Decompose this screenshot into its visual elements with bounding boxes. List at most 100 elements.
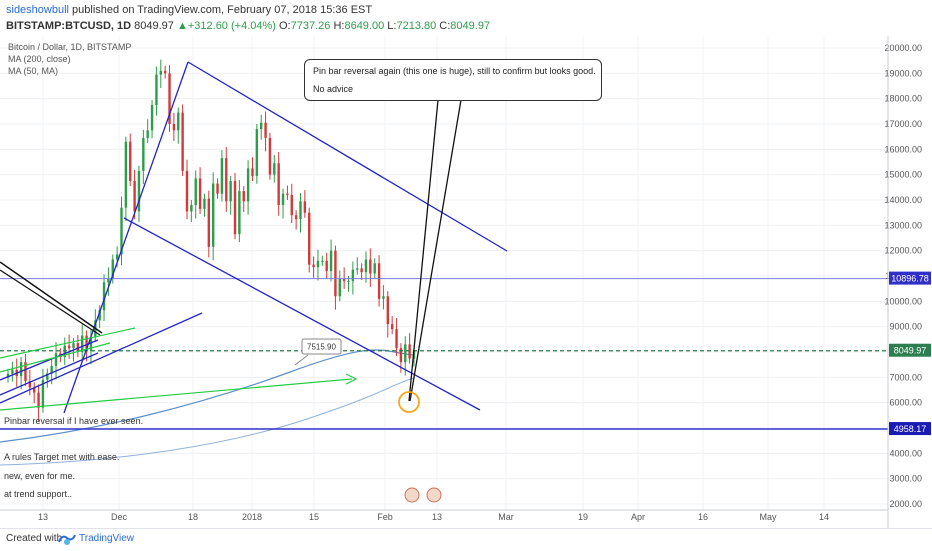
candle-body: [185, 170, 189, 212]
ma200-legend: MA (200, close): [8, 54, 71, 64]
x-tick-label: 15: [309, 512, 319, 522]
y-tick-label: 2000.00: [889, 499, 922, 509]
green-arrow-line: [0, 378, 353, 411]
ma50-line: [0, 349, 415, 443]
candle-body: [399, 348, 403, 363]
time-axis: 13 Dec 18 2018 15 Feb 13 Mar 19 Apr 16 May 14: [0, 509, 888, 522]
close-label: C:: [439, 20, 451, 32]
candle-body: [386, 296, 390, 325]
price-label: 4958.17: [894, 424, 927, 434]
candle-body: [338, 278, 341, 297]
close-value: 8049.97: [450, 20, 491, 32]
candle-body: [255, 129, 259, 176]
candle-body: [325, 260, 328, 271]
green-arrow-head-icon: [345, 373, 358, 385]
y-tick-label: 17000.00: [884, 119, 922, 129]
y-tick-label: 13000.00: [884, 220, 922, 230]
tradingview-logo-icon: [58, 534, 76, 545]
candle-body: [216, 183, 219, 194]
candle-body: [85, 335, 88, 351]
rules-annotation: A rules Target met with ease.: [4, 452, 120, 462]
x-tick-label: 14: [819, 512, 829, 522]
us-flag-icon: [404, 487, 420, 503]
y-tick-label: 15000.00: [884, 170, 922, 180]
candle-body: [260, 122, 263, 130]
candle-body: [159, 70, 162, 75]
x-tick-label: Feb: [377, 512, 393, 522]
candle-body: [360, 268, 363, 273]
candle-body: [111, 259, 114, 279]
candle-body: [286, 193, 289, 195]
y-tick-label: 6000.00: [889, 398, 922, 408]
high-value: 8649.00: [344, 20, 385, 32]
candle-body: [67, 345, 71, 349]
candle-body: [120, 207, 123, 255]
candle-body: [168, 73, 171, 124]
y-tick-label: 14000.00: [884, 195, 922, 205]
x-tick-label: Apr: [631, 512, 645, 522]
publish-info: published on TradingView.com, February 0…: [72, 4, 373, 16]
note-line-2: No advice: [313, 84, 354, 94]
footer-bar: Created with TradingView: [0, 528, 932, 551]
green-line: [0, 342, 111, 373]
candle-body: [312, 264, 315, 268]
candle-body: [146, 130, 149, 138]
candle-body: [308, 212, 311, 265]
candle-body: [124, 141, 128, 208]
trend-line: [0, 339, 99, 381]
candle-body: [41, 379, 45, 408]
candle-body: [377, 263, 381, 299]
green-line: [0, 327, 136, 359]
callout-value: 7515.90: [307, 343, 336, 352]
x-tick-label: Dec: [111, 512, 128, 522]
x-tick-label: 19: [578, 512, 588, 522]
x-tick-label: 13: [38, 512, 48, 522]
candle-body: [207, 198, 211, 247]
note-box[interactable]: Pin bar reversal again (this one is huge…: [304, 59, 602, 101]
candle-body: [129, 141, 132, 181]
candle-body: [277, 163, 280, 206]
candle-body: [220, 158, 224, 194]
trend-line: [0, 312, 203, 404]
price-chart[interactable]: 7515.90 2000.003000.004000.005000.006000…: [0, 36, 932, 528]
created-with-label: Created with: [6, 533, 63, 544]
candle-body: [273, 163, 276, 175]
candle-body: [198, 178, 202, 209]
candle-body: [303, 201, 307, 213]
header-bar: sideshowbull published on TradingView.co…: [0, 0, 932, 36]
x-tick-label: 16: [698, 512, 708, 522]
symbol-line: BITSTAMP:BTCUSD, 1D 8049.97 ▲+312.60 (+4…: [6, 20, 490, 32]
y-tick-label: 9000.00: [889, 322, 922, 332]
candle-body: [373, 263, 376, 274]
candle-body: [395, 329, 398, 349]
candle-body: [190, 205, 193, 212]
tradingview-brand[interactable]: TradingView: [79, 533, 135, 544]
candle-body: [133, 181, 136, 212]
candle-body: [229, 181, 232, 202]
last-price: 8049.97: [134, 20, 174, 32]
author-link[interactable]: sideshowbull: [6, 4, 69, 16]
candle-body: [342, 278, 346, 282]
black-line: [0, 261, 103, 334]
y-tick-label: 3000.00: [889, 474, 922, 484]
symbol-name: BITSTAMP:BTCUSD, 1D: [6, 20, 132, 32]
candle-body: [369, 259, 372, 274]
x-tick-label: 13: [432, 512, 442, 522]
callout-pointer: [294, 354, 309, 366]
candle-body: [63, 345, 66, 358]
trend-line: [123, 217, 481, 411]
candle-body: [225, 158, 228, 202]
candle-body: [233, 181, 237, 235]
candle-body: [203, 198, 206, 209]
candle-body: [102, 282, 106, 311]
price-label: 8049.97: [894, 346, 927, 356]
new-annotation: new, even for me.: [4, 471, 76, 481]
x-tick-label: 18: [188, 512, 198, 522]
candle-body: [72, 343, 75, 349]
note-pointer-line: [408, 99, 439, 402]
us-flag-icon: [426, 487, 442, 503]
price-label-box: [889, 271, 931, 285]
price-change: +312.60 (+4.04%): [187, 20, 276, 32]
candle-body: [150, 105, 154, 131]
price-label: 10896.78: [891, 274, 929, 284]
